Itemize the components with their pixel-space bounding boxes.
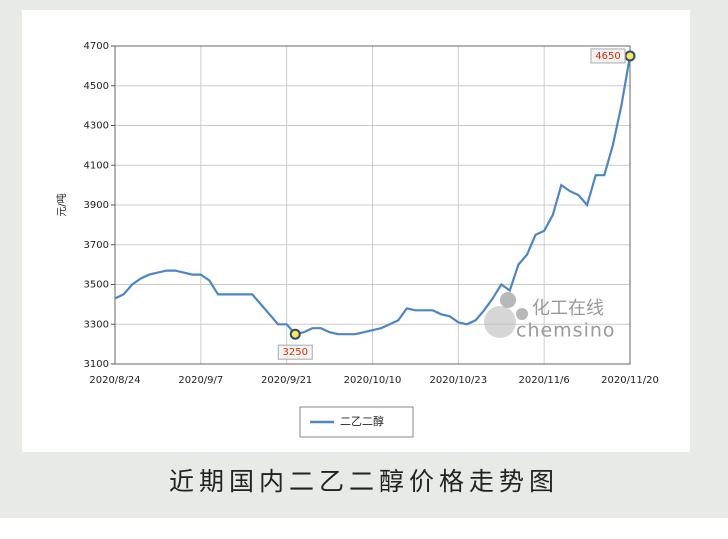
watermark: 化工在线	[532, 298, 604, 319]
x-tick-label: 2020/9/21	[261, 375, 312, 386]
y-tick-label: 3300	[84, 319, 109, 330]
data-label: 4650	[595, 51, 620, 62]
x-tick-label: 2020/11/6	[519, 375, 570, 386]
y-axis-label: 元/吨	[55, 193, 68, 216]
y-tick-label: 4700	[84, 41, 109, 52]
x-tick-label: 2020/10/10	[344, 375, 402, 386]
y-tick-label: 4100	[84, 160, 109, 171]
legend-label: 二乙二醇	[340, 414, 384, 428]
x-tick-label: 2020/9/7	[178, 375, 223, 386]
y-tick-label: 3500	[84, 280, 109, 291]
watermark-icon	[484, 306, 516, 338]
series-line	[114, 55, 632, 336]
y-tick-label: 4300	[84, 121, 109, 132]
caption: 近期国内二乙二醇价格走势图	[168, 467, 559, 496]
y-tick-label: 3700	[84, 240, 109, 251]
panel	[22, 10, 690, 452]
y-tick-label: 4500	[84, 81, 109, 92]
watermark-icon	[516, 308, 528, 320]
point-marker	[289, 328, 301, 340]
x-tick-label: 2020/11/20	[601, 375, 659, 386]
y-tick-label: 3900	[84, 200, 109, 211]
y-tick-label: 3100	[84, 359, 109, 370]
plot-border	[114, 45, 631, 365]
watermark-icon	[500, 292, 516, 308]
point-marker	[624, 50, 636, 62]
data-label-box	[590, 48, 626, 64]
data-label: 3250	[283, 347, 308, 358]
watermark: chemsino	[516, 320, 616, 342]
x-tick-label: 2020/10/23	[430, 375, 488, 386]
data-label-box	[277, 344, 313, 360]
x-tick-label: 2020/8/24	[89, 375, 140, 386]
